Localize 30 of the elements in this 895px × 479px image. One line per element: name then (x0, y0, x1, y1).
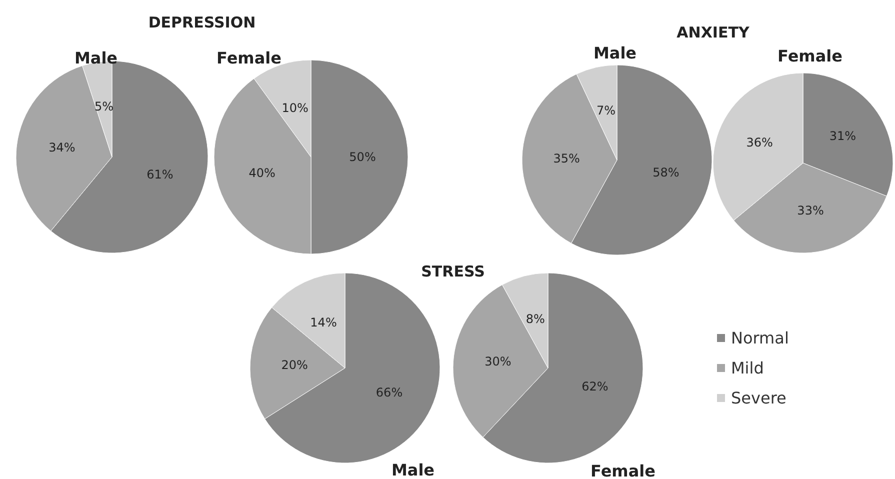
chart-title: ANXIETY (676, 24, 750, 42)
data-label: 58% (652, 166, 680, 180)
text: Female (590, 462, 656, 479)
data-label: 66% (376, 385, 403, 400)
chart-title: STRESS (421, 262, 485, 280)
data-label: 14% (310, 315, 337, 330)
chart-title: Female (216, 48, 282, 68)
data-label: 10% (282, 101, 308, 116)
data-label: 36% (746, 136, 773, 150)
data-label: 35% (553, 151, 580, 166)
data-label: 30% (484, 354, 512, 369)
data-label: 8% (526, 312, 545, 326)
text: Male (391, 460, 435, 479)
chart-subtitle: Male (593, 44, 637, 62)
data-label: 62% (582, 380, 608, 394)
legend-label: Mild (731, 358, 764, 378)
data-label: 7% (596, 104, 616, 118)
data-label: 40% (248, 166, 276, 180)
data-label: 34% (48, 140, 76, 154)
data-label: 50% (349, 150, 376, 164)
legend-label: Normal (731, 328, 789, 348)
data-label: 33% (797, 203, 824, 218)
chart-title: DEPRESSION (148, 14, 256, 32)
data-label: 61% (146, 167, 174, 182)
chart-subtitle: Male (74, 48, 118, 68)
data-label: 31% (829, 129, 856, 144)
chart-title: Female (778, 46, 843, 66)
data-label: 20% (281, 358, 308, 372)
data-label: 5% (94, 100, 114, 114)
legend-label: Severe (731, 388, 786, 408)
